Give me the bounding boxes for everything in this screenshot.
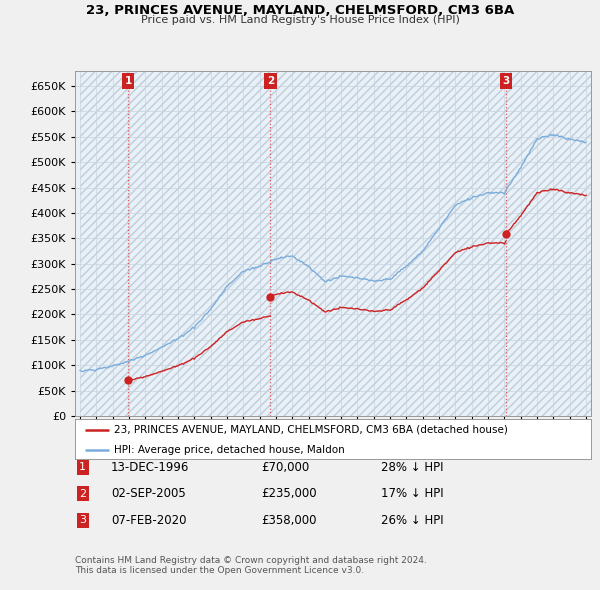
- Text: 26% ↓ HPI: 26% ↓ HPI: [381, 514, 443, 527]
- Text: £358,000: £358,000: [261, 514, 317, 527]
- Text: £70,000: £70,000: [261, 461, 309, 474]
- Text: Price paid vs. HM Land Registry's House Price Index (HPI): Price paid vs. HM Land Registry's House …: [140, 15, 460, 25]
- Text: HPI: Average price, detached house, Maldon: HPI: Average price, detached house, Mald…: [114, 445, 344, 455]
- Text: 13-DEC-1996: 13-DEC-1996: [111, 461, 190, 474]
- Text: 23, PRINCES AVENUE, MAYLAND, CHELMSFORD, CM3 6BA: 23, PRINCES AVENUE, MAYLAND, CHELMSFORD,…: [86, 4, 514, 17]
- Text: This data is licensed under the Open Government Licence v3.0.: This data is licensed under the Open Gov…: [75, 566, 364, 575]
- Text: 1: 1: [79, 463, 86, 472]
- Text: 2: 2: [79, 489, 86, 499]
- Text: 23, PRINCES AVENUE, MAYLAND, CHELMSFORD, CM3 6BA (detached house): 23, PRINCES AVENUE, MAYLAND, CHELMSFORD,…: [114, 425, 508, 435]
- Text: 17% ↓ HPI: 17% ↓ HPI: [381, 487, 443, 500]
- Text: 3: 3: [79, 516, 86, 525]
- Text: £235,000: £235,000: [261, 487, 317, 500]
- Text: 02-SEP-2005: 02-SEP-2005: [111, 487, 186, 500]
- Text: 3: 3: [502, 76, 509, 86]
- Text: 07-FEB-2020: 07-FEB-2020: [111, 514, 187, 527]
- Text: Contains HM Land Registry data © Crown copyright and database right 2024.: Contains HM Land Registry data © Crown c…: [75, 556, 427, 565]
- Text: 1: 1: [125, 76, 132, 86]
- Text: 2: 2: [267, 76, 274, 86]
- Text: 28% ↓ HPI: 28% ↓ HPI: [381, 461, 443, 474]
